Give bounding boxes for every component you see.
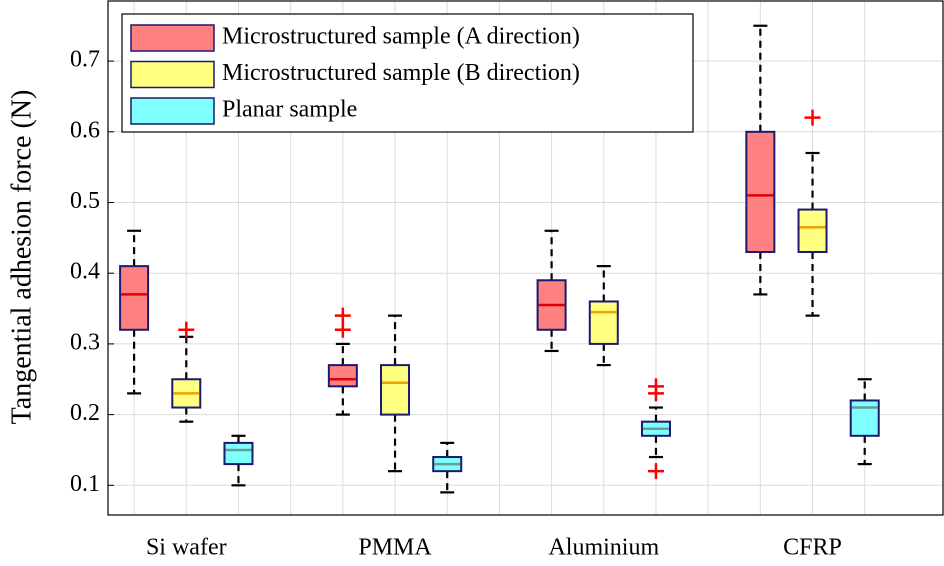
x-tick-label: Si wafer — [146, 535, 227, 561]
x-tick-label: CFRP — [783, 535, 842, 561]
y-tick-label: 0.2 — [70, 400, 100, 426]
x-tick-label: PMMA — [358, 535, 432, 561]
box — [327, 364, 358, 388]
outlier — [647, 378, 664, 395]
plot-frame — [107, 0, 944, 516]
box — [119, 265, 150, 331]
legend-box — [121, 13, 694, 133]
y-tick-label: 0.6 — [70, 117, 100, 143]
outlier — [178, 321, 195, 338]
y-tick-label: 0.7 — [70, 47, 100, 73]
y-tick-label: 0.5 — [70, 188, 100, 214]
box — [380, 364, 411, 416]
legend-swatch — [130, 24, 215, 52]
box — [223, 441, 254, 466]
legend-swatch — [130, 97, 215, 125]
box — [849, 399, 880, 437]
outlier — [647, 463, 664, 480]
y-tick-label: 0.4 — [70, 259, 100, 285]
x-tick-label: Aluminium — [548, 535, 659, 561]
y-tick-label: 0.1 — [70, 471, 100, 497]
box — [588, 300, 619, 345]
box — [745, 130, 776, 253]
outlier — [334, 307, 351, 324]
legend-label: Planar sample — [222, 97, 357, 123]
y-axis-label: Tangential adhesion force (N) — [6, 90, 37, 425]
legend-swatch — [130, 60, 215, 89]
y-tick-label: 0.3 — [70, 329, 100, 355]
box — [797, 208, 828, 253]
legend-label: Microstructured sample (B direction) — [222, 60, 580, 86]
legend-label: Microstructured sample (A direction) — [222, 24, 580, 50]
outlier — [804, 109, 821, 126]
outlier — [334, 321, 351, 338]
